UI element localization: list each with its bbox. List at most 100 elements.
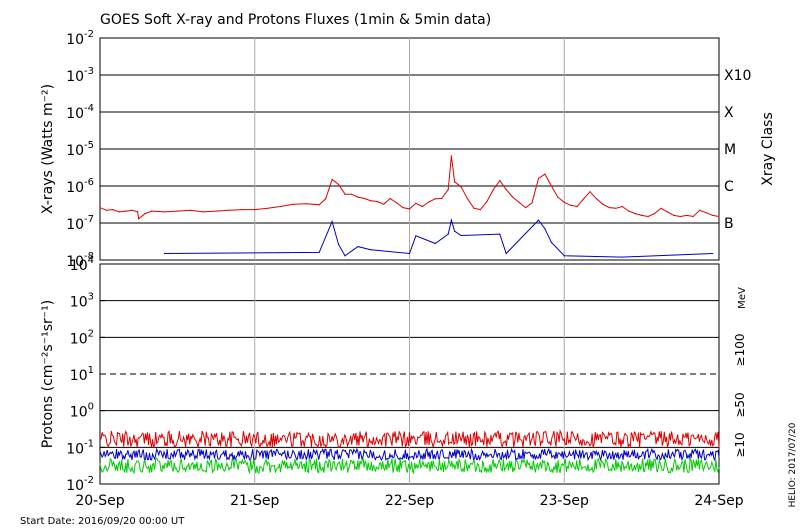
xray-y-tick-label: 10-7 — [66, 214, 94, 233]
xray-class-axis-label: Xray Class — [760, 112, 776, 186]
proton-legend-label: ≥100 — [733, 334, 747, 367]
xray-data-point — [318, 251, 320, 253]
xray-data-point — [518, 201, 520, 203]
xray-y-tick-label: 10-2 — [66, 29, 94, 48]
xray-data-point — [376, 200, 378, 203]
xray-data-point — [357, 246, 359, 248]
xray-data-point — [712, 214, 714, 216]
xray-data-point — [151, 210, 153, 212]
proton-panel: 104 103 102 101 100 10-1 10-2 ≥10 ≥50 ≥100 MeV P… — [40, 255, 748, 494]
proton-legend-label: ≥10 — [733, 432, 747, 457]
xray-data-point — [344, 193, 346, 195]
xray-data-point — [608, 207, 611, 209]
x-tick-label: 20-Sep — [75, 493, 124, 509]
xray-data-point — [499, 180, 501, 182]
xray-data-point — [415, 202, 417, 204]
proton-y-tick-label: 100 — [70, 402, 94, 421]
xray-data-point — [434, 198, 436, 200]
chart-title: GOES Soft X-ray and Protons Fluxes (1min… — [100, 12, 491, 28]
xray-data-point — [370, 249, 372, 251]
proton-y-tick-label: 10-2 — [66, 475, 94, 494]
xray-data-point — [628, 210, 630, 212]
xray-data-point — [492, 189, 494, 191]
xray-data-point — [163, 211, 166, 213]
xray-data-point — [131, 209, 133, 211]
xray-data-point — [692, 215, 694, 218]
xray-data-point — [292, 203, 294, 205]
xray-data-point — [189, 209, 191, 211]
xray-class-label: X10 — [724, 68, 751, 84]
xray-data-point — [499, 233, 501, 235]
xray-panel: 10-2 10-3 10-4 10-5 10-6 10-7 10-8 X10 X M C B X-r… — [40, 29, 776, 270]
xray-data-point — [537, 177, 540, 179]
xray-data-point — [344, 255, 346, 257]
xray-data-point — [357, 196, 359, 198]
xray-data-point — [479, 209, 481, 211]
xray-data-point — [99, 207, 101, 209]
xray-data-point — [473, 207, 475, 209]
xray-data-point — [544, 228, 546, 230]
xray-data-point — [138, 218, 140, 220]
xray-data-point — [666, 211, 669, 213]
xray-data-point — [331, 178, 333, 181]
xray-data-point — [338, 244, 340, 246]
proton-unit-label: MeV — [737, 287, 748, 309]
xray-data-point — [454, 230, 456, 232]
xray-data-point — [512, 196, 514, 198]
xray-data-point — [434, 242, 436, 245]
proton-gridlines — [100, 264, 719, 484]
xray-data-point — [125, 210, 127, 212]
proton-series-group — [99, 429, 720, 475]
xray-y-tick-label: 10-4 — [66, 103, 94, 122]
xray-data-point — [505, 252, 507, 255]
xray-data-point — [112, 209, 114, 211]
helio-credit-label: HELIO: 2017/07/20 — [788, 422, 798, 507]
xray-data-point — [441, 197, 443, 200]
xray-data-point — [647, 215, 649, 218]
xray-data-point — [402, 207, 404, 209]
xray-data-point — [421, 205, 423, 208]
xray-data-point — [544, 173, 546, 175]
xray-data-point — [705, 212, 707, 214]
xray-data-point — [641, 214, 643, 216]
xray-data-point — [550, 185, 553, 187]
proton-y-tick-label: 101 — [70, 365, 94, 384]
xray-data-point — [137, 211, 139, 213]
xray-data-point — [267, 207, 269, 209]
xray-data-point — [279, 205, 282, 208]
x-tick-label: 22-Sep — [385, 493, 434, 509]
xray-data-point — [679, 215, 681, 218]
proton-y-tick-label: 103 — [70, 292, 94, 311]
xray-data-point — [408, 252, 411, 255]
xray-data-point — [576, 205, 578, 208]
xray-data-point — [595, 198, 598, 200]
xray-data-point — [557, 196, 559, 198]
x-tick-label: 23-Sep — [540, 493, 589, 509]
xray-data-point — [428, 201, 430, 203]
xray-data-point — [712, 252, 714, 255]
xray-data-point — [447, 233, 449, 235]
xray-data-point — [718, 215, 720, 218]
xray-data-point — [241, 209, 243, 211]
xray-data-point — [653, 213, 656, 215]
proton-y-tick-label: 102 — [70, 328, 94, 347]
proton-y-tick-labels: 104 103 102 101 100 10-1 10-2 — [66, 255, 105, 494]
xray-class-label: B — [724, 216, 734, 232]
proton-energy-legend: ≥10 ≥50 ≥100 — [733, 334, 747, 458]
xray-data-point — [602, 203, 604, 205]
xray-data-point — [460, 186, 462, 188]
xray-data-point — [370, 200, 372, 202]
xray-data-point — [673, 214, 675, 216]
xray-data-point — [408, 208, 411, 210]
xray-class-labels: X10 X M C B — [724, 68, 751, 232]
xray-data-point — [660, 207, 662, 209]
xray-data-point — [254, 209, 256, 211]
xray-series-group — [99, 155, 720, 258]
xray-data-point — [621, 256, 623, 258]
xray-data-point — [118, 211, 120, 213]
proton-series-line — [99, 447, 720, 462]
xray-y-tick-label: 10-3 — [66, 66, 94, 85]
xray-y-tick-label: 10-6 — [66, 177, 94, 196]
xray-data-point — [563, 201, 565, 203]
xray-class-label: C — [724, 179, 734, 195]
